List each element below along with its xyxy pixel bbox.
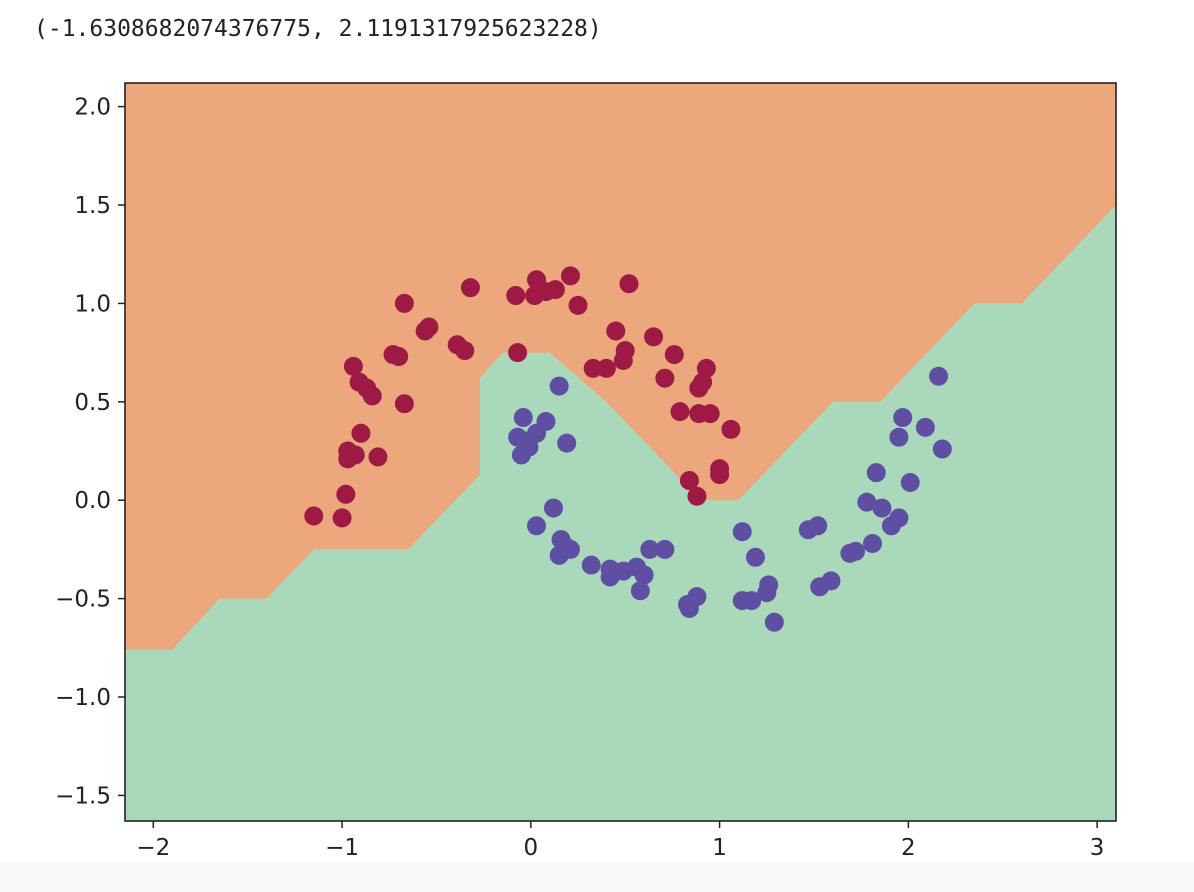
data-point-class-1 xyxy=(655,539,675,559)
data-point-class-1 xyxy=(581,555,601,575)
y-tick-label: 2.0 xyxy=(74,95,111,121)
x-tick-label: 3 xyxy=(1090,835,1105,861)
data-point-class-1 xyxy=(889,508,909,528)
x-tick-label: −1 xyxy=(325,835,359,861)
x-tick-label: 1 xyxy=(712,835,727,861)
data-point-class-1 xyxy=(915,417,935,437)
data-point-class-0 xyxy=(394,293,414,313)
data-point-class-1 xyxy=(527,516,547,536)
data-point-class-0 xyxy=(394,394,414,414)
data-point-class-0 xyxy=(606,321,626,341)
decision-region-class-1 xyxy=(125,205,1116,821)
data-point-class-0 xyxy=(508,343,528,363)
data-point-class-0 xyxy=(304,506,324,526)
data-point-class-1 xyxy=(557,433,577,453)
data-point-class-0 xyxy=(710,459,730,479)
data-point-class-1 xyxy=(846,541,866,561)
data-point-class-1 xyxy=(862,534,882,554)
data-point-class-0 xyxy=(583,358,603,378)
y-tick-label: 1.0 xyxy=(74,291,111,317)
data-point-class-0 xyxy=(419,317,439,337)
data-point-class-0 xyxy=(389,347,409,367)
x-axis: −2 −1 0 1 2 3 xyxy=(136,821,1104,861)
data-point-class-0 xyxy=(687,486,707,506)
data-point-class-0 xyxy=(596,358,616,378)
y-axis: −1.5 −1.0 −0.5 0.0 0.5 1.0 1.5 2.0 xyxy=(55,95,125,809)
data-point-class-1 xyxy=(857,492,877,512)
data-point-class-1 xyxy=(821,571,841,591)
y-tick-label: 0.0 xyxy=(74,488,111,514)
data-point-class-1 xyxy=(513,408,533,428)
data-point-class-1 xyxy=(640,539,660,559)
data-point-class-1 xyxy=(630,581,650,601)
data-point-class-1 xyxy=(929,366,949,386)
decision-boundary-chart: −2 −1 0 1 2 3 −1.5 −1.0 −0.5 0.0 0.5 1.0 1.5 2.0 xyxy=(55,82,1117,861)
data-point-class-1 xyxy=(560,539,580,559)
data-point-class-1 xyxy=(900,473,920,493)
y-tick-label: −0.5 xyxy=(55,587,111,613)
data-point-class-1 xyxy=(932,439,952,459)
data-point-class-0 xyxy=(343,356,363,376)
data-point-class-0 xyxy=(568,295,588,315)
data-point-class-1 xyxy=(549,376,569,396)
data-point-class-0 xyxy=(345,445,365,465)
axes-frame xyxy=(124,82,1117,822)
data-point-class-1 xyxy=(543,498,563,518)
data-point-class-0 xyxy=(455,341,475,361)
data-point-class-1 xyxy=(866,463,886,483)
data-point-class-0 xyxy=(545,280,565,300)
data-point-class-0 xyxy=(368,447,388,467)
data-point-class-1 xyxy=(889,427,909,447)
data-point-class-1 xyxy=(764,612,784,632)
data-point-class-1 xyxy=(808,516,828,536)
y-tick-label: −1.5 xyxy=(55,783,111,809)
data-point-class-0 xyxy=(615,341,635,361)
cell-output-text: (-1.6308682074376775, 2.1191317925623228… xyxy=(34,16,602,42)
data-point-class-1 xyxy=(536,411,556,431)
data-point-class-1 xyxy=(745,547,765,567)
y-tick-label: 1.5 xyxy=(74,193,111,219)
data-point-class-1 xyxy=(742,591,762,611)
cell-footer-strip xyxy=(0,862,1194,892)
x-tick-label: 0 xyxy=(524,835,539,861)
data-point-class-1 xyxy=(759,575,779,595)
x-tick-label: −2 xyxy=(136,835,170,861)
x-tick-label: 2 xyxy=(901,835,916,861)
data-point-class-1 xyxy=(872,498,892,518)
data-point-class-1 xyxy=(893,408,913,428)
data-point-class-0 xyxy=(560,266,580,286)
data-point-class-0 xyxy=(460,278,480,298)
data-point-class-0 xyxy=(679,471,699,491)
data-point-class-0 xyxy=(721,419,741,439)
data-point-class-1 xyxy=(732,522,752,542)
data-point-class-0 xyxy=(362,386,382,406)
data-point-class-0 xyxy=(670,402,690,422)
data-point-class-0 xyxy=(664,345,684,365)
data-point-class-0 xyxy=(644,327,664,347)
y-tick-label: −1.0 xyxy=(55,685,111,711)
data-point-class-0 xyxy=(506,286,526,306)
data-point-class-0 xyxy=(655,368,675,388)
data-point-class-1 xyxy=(687,587,707,607)
data-point-class-1 xyxy=(634,565,654,585)
scatter-points xyxy=(304,266,952,632)
data-point-class-0 xyxy=(332,508,352,528)
data-point-class-0 xyxy=(336,484,356,504)
y-tick-label: 0.5 xyxy=(74,390,111,416)
data-point-class-0 xyxy=(351,423,371,443)
data-point-class-0 xyxy=(700,404,720,424)
data-point-class-0 xyxy=(696,358,716,378)
plot-area xyxy=(125,83,1116,821)
data-point-class-0 xyxy=(619,274,639,294)
